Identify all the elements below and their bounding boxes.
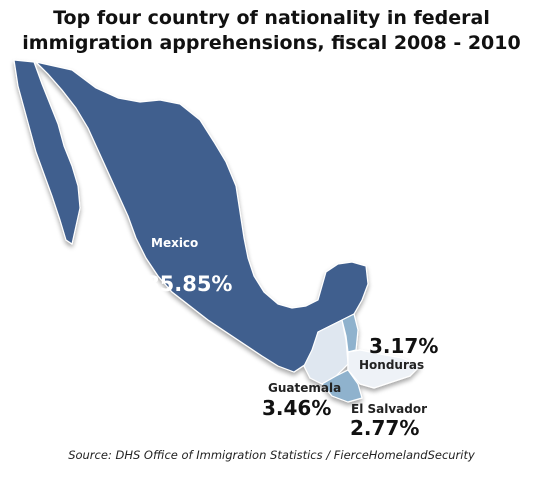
label-honduras-percent: 3.17% (369, 334, 439, 358)
region-belize (341, 313, 359, 353)
label-honduras-name: Honduras (359, 358, 425, 372)
label-el-salvador-name: El Salvador (351, 402, 428, 416)
label-mexico-percent: 85.85% (145, 272, 233, 296)
label-guatemala-percent: 3.46% (262, 396, 332, 420)
title-line-2: immigration apprehensions, fiscal 2008 -… (22, 32, 521, 54)
region-honduras (347, 349, 421, 389)
region-mexico (35, 61, 369, 373)
label-guatemala-name: Guatemala (268, 381, 342, 395)
label-mexico-name: Mexico (151, 236, 199, 250)
region-mexico-baja (13, 59, 81, 245)
source-credit: Source: DHS Office of Immigration Statis… (68, 448, 475, 462)
label-el-salvador-percent: 2.77% (350, 416, 420, 440)
title-line-1: Top four country of nationality in feder… (53, 7, 490, 29)
region-el-salvador (321, 369, 363, 403)
map-title: Top four country of nationality in feder… (0, 6, 543, 56)
